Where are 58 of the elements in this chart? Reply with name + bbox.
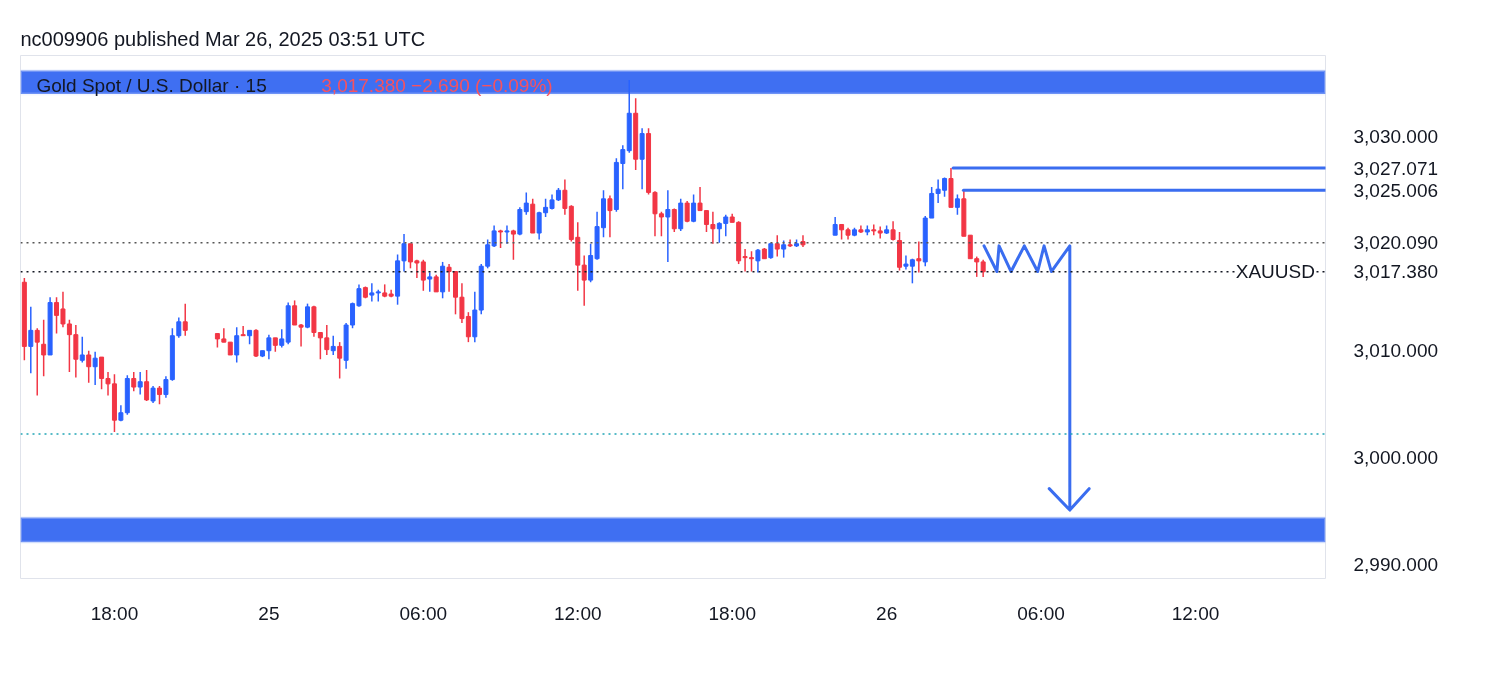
- x-tick-label: 06:00: [399, 602, 448, 624]
- y-tick-label: 3,010.000: [1353, 340, 1439, 362]
- x-tick-label: 26: [876, 602, 898, 624]
- x-tick-label: 06:00: [1017, 602, 1065, 624]
- candlestick: [34, 327, 40, 397]
- candlestick: [581, 254, 587, 307]
- candlestick: [28, 306, 34, 374]
- x-tick-label: 12:00: [1171, 602, 1220, 624]
- candlestick: [523, 191, 529, 216]
- candlestick: [92, 351, 98, 386]
- y-tick-label: 2,990.000: [1353, 554, 1439, 576]
- candlestick: [337, 341, 343, 380]
- candlestick: [890, 220, 896, 242]
- candlestick: [305, 302, 310, 329]
- ref-line-label: 3,020.090: [1353, 232, 1439, 254]
- candlestick: [774, 234, 780, 258]
- candlestick: [504, 224, 510, 245]
- text: nc009906 published Mar 26, 2025 03:51 UTC: [20, 27, 426, 50]
- candlestick: [954, 193, 960, 216]
- candlestick: [369, 282, 375, 303]
- line-series: [982, 244, 1091, 512]
- annotation: XAUUSD: [1235, 261, 1315, 283]
- candlestick: [86, 349, 92, 384]
- candlestick: [131, 371, 137, 393]
- x-tick-label: 18:00: [90, 602, 139, 624]
- candlestick: [279, 328, 285, 349]
- candlestick: [330, 334, 336, 356]
- candlestick: [755, 248, 761, 274]
- candlestick: [607, 194, 613, 239]
- ref-line-label: 3,017.380: [1353, 261, 1439, 283]
- x-tick-label: 18:00: [708, 602, 756, 624]
- y-tick-label: 3,030.000: [1353, 126, 1439, 148]
- candlestick: [157, 385, 162, 405]
- candlestick: [41, 318, 47, 378]
- candlestick: [324, 324, 330, 356]
- data-label: 3,027.071: [1353, 157, 1439, 179]
- candlestick: [446, 263, 452, 293]
- text: Gold Spot / U.S. Dollar · 15: [36, 75, 267, 96]
- x-tick-label: 25: [258, 602, 280, 624]
- candlestick: [832, 216, 838, 236]
- candlestick: [427, 271, 433, 293]
- candlestick: [665, 189, 671, 263]
- candlestick: [871, 223, 877, 236]
- candlestick: [221, 327, 227, 343]
- candlestick: [240, 325, 246, 337]
- data-label: 3,025.006: [1353, 179, 1439, 201]
- candlestick: [510, 229, 516, 261]
- candlestick: [79, 336, 85, 364]
- candlestick: [182, 302, 188, 337]
- y-tick-label: 3,000.000: [1353, 447, 1439, 469]
- text: 3,017.380 −2.690 (−0.09%): [321, 75, 553, 96]
- candlestick: [671, 207, 677, 233]
- candlestick: [137, 371, 143, 396]
- candlestick: [691, 193, 697, 224]
- candlestick: [144, 369, 150, 402]
- x-tick-label: 12:00: [553, 602, 602, 624]
- candlestick: [234, 326, 240, 364]
- candlestick: [916, 240, 922, 274]
